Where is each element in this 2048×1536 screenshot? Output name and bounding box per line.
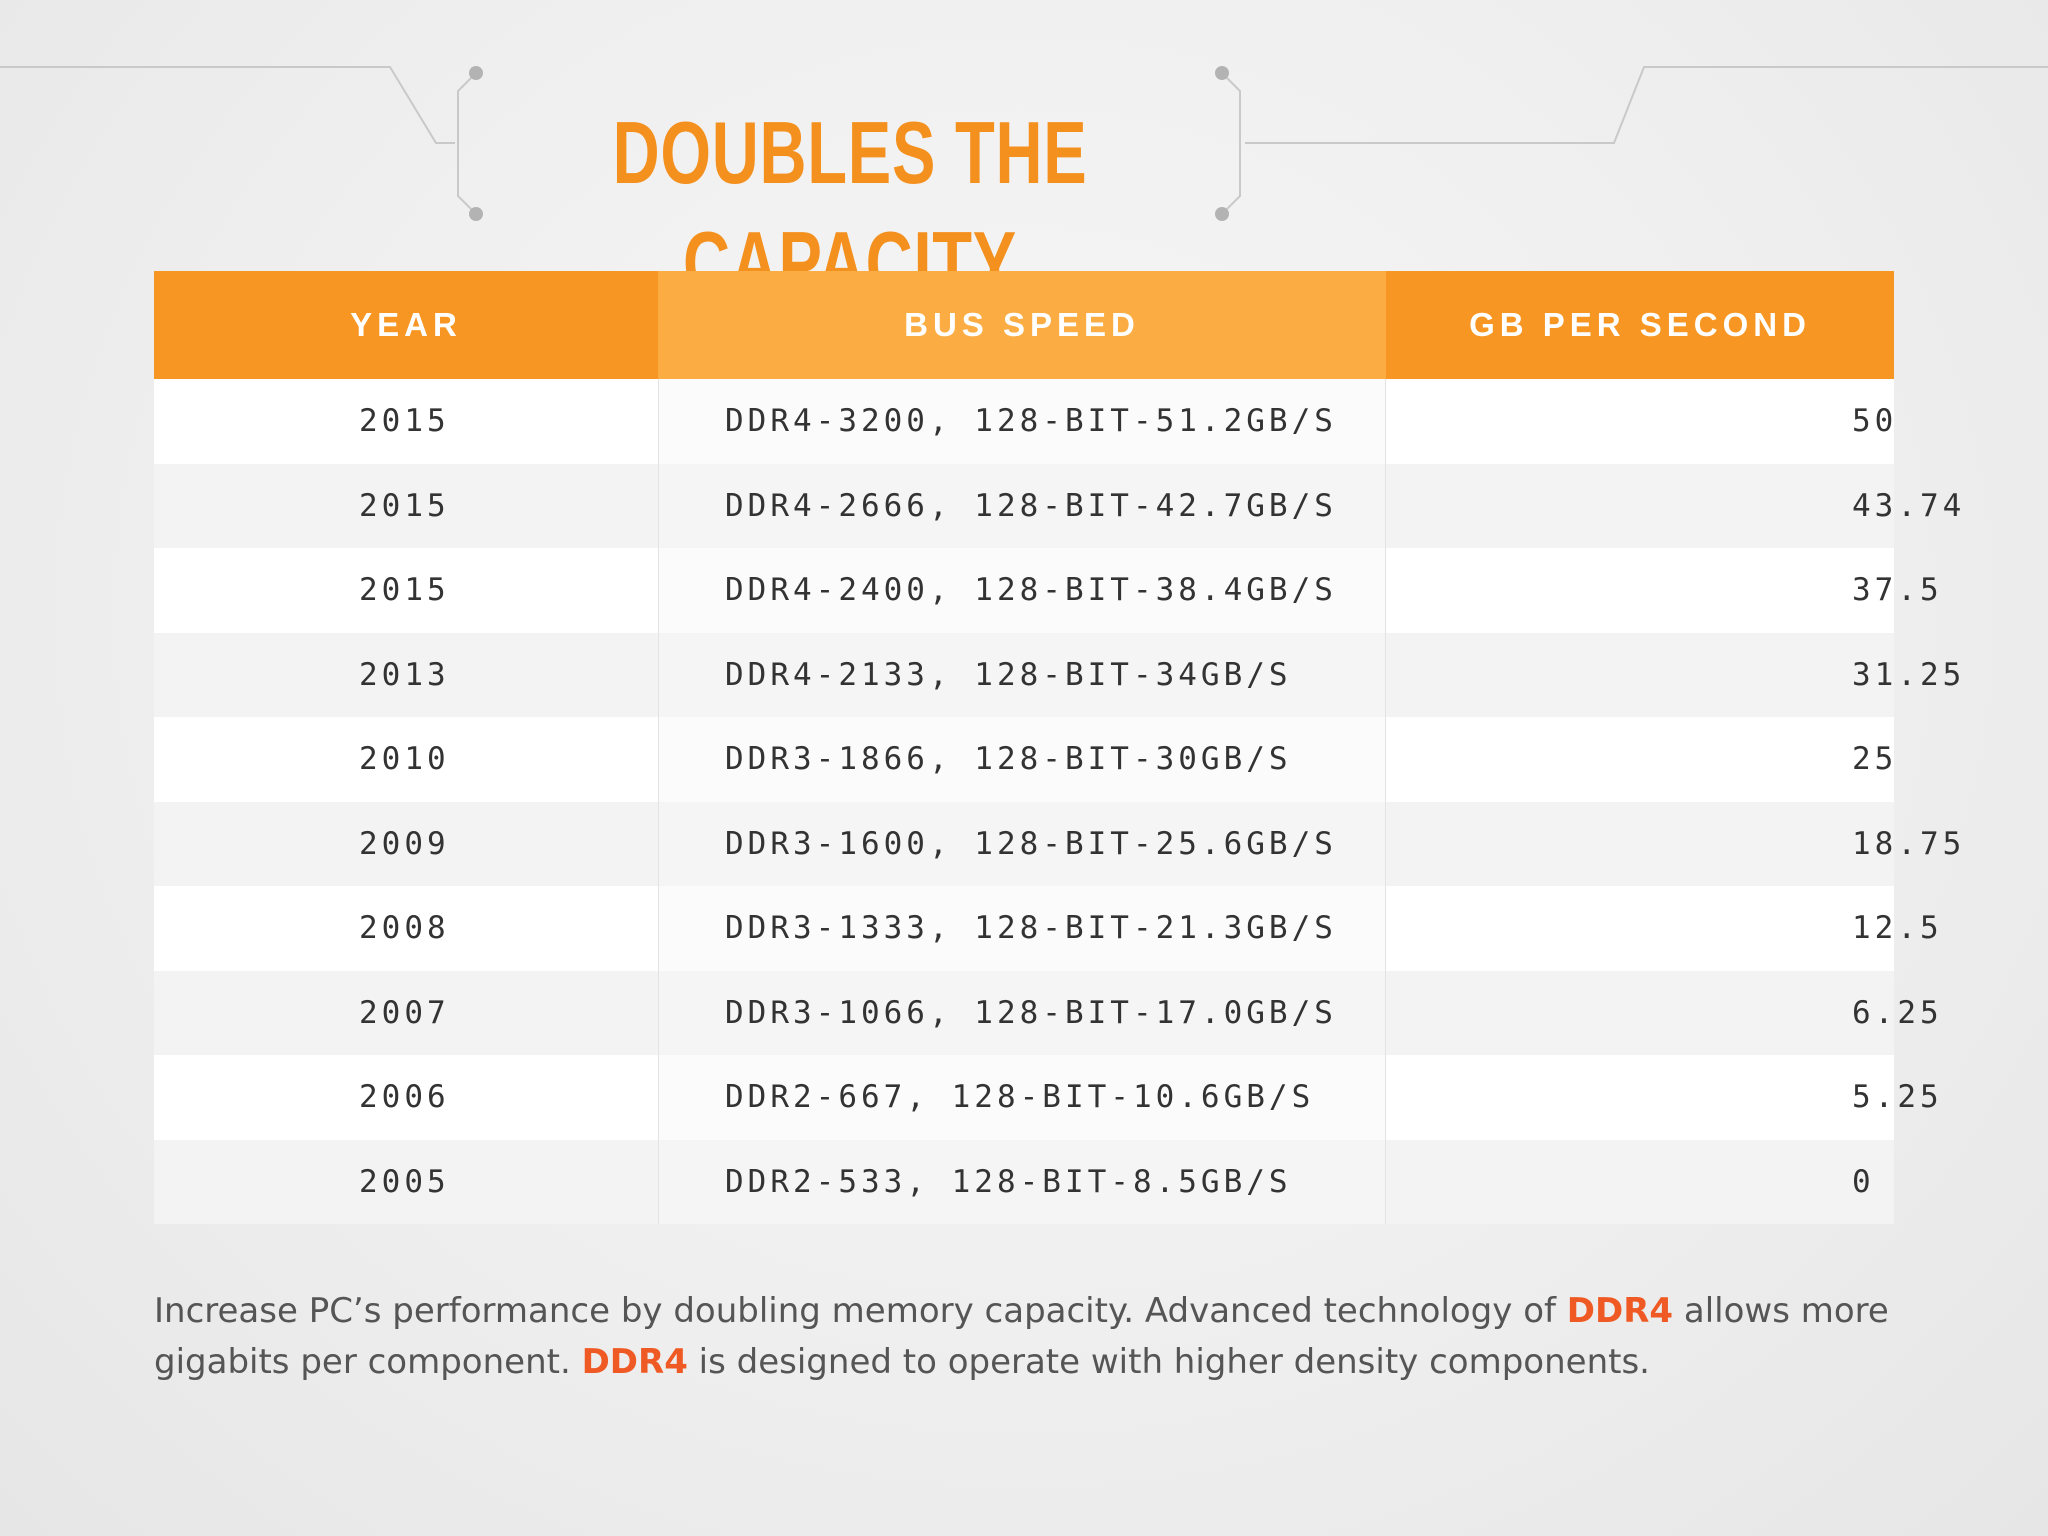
cell-gb-per-second: 0: [1386, 1139, 1894, 1224]
cell-year: 2009: [154, 801, 658, 886]
table-row: 2013 DDR4-2133, 128-BIT-34GB/S 31.25: [154, 632, 1961, 717]
cell-bus-speed: DDR4-2400, 128-BIT-38.4GB/S: [658, 548, 1386, 633]
cell-bus-speed: DDR4-2666, 128-BIT-42.7GB/S: [658, 463, 1386, 548]
cell-gb-per-second: 18.75: [1386, 801, 1961, 886]
cell-year: 2013: [154, 632, 658, 717]
cell-gb-per-second: 43.74: [1386, 463, 1961, 548]
table-row: 2009 DDR3-1600, 128-BIT-25.6GB/S 18.75: [154, 801, 1961, 886]
circuit-node: [1215, 207, 1229, 221]
cell-year: 2015: [154, 548, 658, 633]
header-gb-per-second: GB PER SECOND: [1386, 271, 1894, 379]
cell-gb-per-second: 31.25: [1386, 632, 1961, 717]
header-year: YEAR: [154, 271, 658, 379]
table-row: 2008 DDR3-1333, 128-BIT-21.3GB/S 12.5: [154, 886, 1939, 971]
cell-gb-per-second: 12.5: [1386, 886, 1939, 971]
circuit-node: [469, 207, 483, 221]
cell-year: 2010: [154, 717, 658, 802]
table-row: 2015 DDR4-2400, 128-BIT-38.4GB/S 37.5: [154, 548, 1939, 633]
cell-bus-speed: DDR2-533, 128-BIT-8.5GB/S: [658, 1139, 1386, 1224]
cell-year: 2006: [154, 1055, 658, 1140]
header-bus-speed: BUS SPEED: [658, 271, 1386, 379]
ddr4-highlight: DDR4: [1566, 1291, 1674, 1331]
cell-bus-speed: DDR4-3200, 128-BIT-51.2GB/S: [658, 379, 1386, 464]
cell-bus-speed: DDR3-1066, 128-BIT-17.0GB/S: [658, 970, 1386, 1055]
description-part: Increase PC’s performance by doubling me…: [154, 1291, 1567, 1331]
cell-gb-per-second: 5.25: [1386, 1055, 1939, 1140]
page-title: DOUBLES THE CAPACITY: [612, 103, 1088, 312]
cell-year: 2015: [154, 379, 658, 464]
description-part: allows more gigabits per component.: [154, 1291, 1889, 1382]
description-part: is designed to operate with higher densi…: [687, 1342, 1650, 1382]
cell-year: 2007: [154, 970, 658, 1055]
cell-year: 2008: [154, 886, 658, 971]
circuit-node: [469, 66, 483, 80]
table-row: 2007 DDR3-1066, 128-BIT-17.0GB/S 6.25: [154, 970, 1939, 1055]
circuit-node: [1215, 66, 1229, 80]
table-row: 2005 DDR2-533, 128-BIT-8.5GB/S 0: [154, 1139, 1894, 1224]
cell-gb-per-second: 6.25: [1386, 970, 1939, 1055]
cell-bus-speed: DDR3-1866, 128-BIT-30GB/S: [658, 717, 1386, 802]
description-text: Increase PC’s performance by doubling me…: [154, 1286, 1914, 1388]
ddr4-highlight: DDR4: [581, 1342, 688, 1382]
table-row: 2006 DDR2-667, 128-BIT-10.6GB/S 5.25: [154, 1055, 1939, 1140]
table-row: 2010 DDR3-1866, 128-BIT-30GB/S 25: [154, 717, 1894, 802]
cell-year: 2005: [154, 1139, 658, 1224]
cell-bus-speed: DDR3-1333, 128-BIT-21.3GB/S: [658, 886, 1386, 971]
cell-bus-speed: DDR2-667, 128-BIT-10.6GB/S: [658, 1055, 1386, 1140]
cell-gb-per-second: 25: [1386, 717, 1894, 802]
table-header: YEAR BUS SPEED GB PER SECOND: [154, 271, 1894, 379]
capacity-table: YEAR BUS SPEED GB PER SECOND 2015 DDR4-3…: [154, 271, 1961, 1224]
cell-bus-speed: DDR4-2133, 128-BIT-34GB/S: [658, 632, 1386, 717]
table-row: 2015 DDR4-2666, 128-BIT-42.7GB/S 43.74: [154, 463, 1961, 548]
cell-year: 2015: [154, 463, 658, 548]
table-body: 2015 DDR4-3200, 128-BIT-51.2GB/S 50 2015…: [154, 379, 1961, 1224]
table-row: 2015 DDR4-3200, 128-BIT-51.2GB/S 50: [154, 379, 1894, 464]
cell-gb-per-second: 37.5: [1386, 548, 1939, 633]
cell-bus-speed: DDR3-1600, 128-BIT-25.6GB/S: [658, 801, 1386, 886]
cell-gb-per-second: 50: [1386, 379, 1894, 464]
